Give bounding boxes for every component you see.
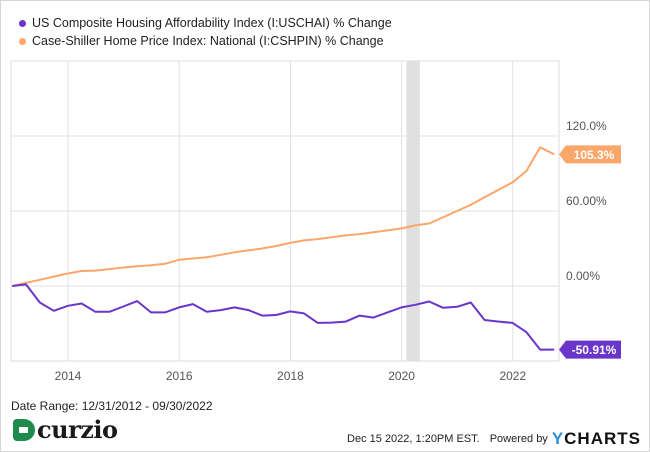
x-tick-label: 2016: [166, 369, 193, 383]
timestamp: Dec 15 2022, 1:20PM EST.: [347, 433, 480, 445]
curzio-logo-icon: [13, 418, 35, 441]
x-tick-label: 2014: [55, 369, 82, 383]
line-chart: 2014 2016 2018 2020 2022 120.0% 60.00% 0.00% 105…: [10, 60, 621, 383]
end-value-tag-0: [559, 340, 621, 359]
end-value-tag-1: [559, 145, 621, 164]
legend-label: Case-Shiller Home Price Index: National …: [32, 34, 384, 48]
legend-item-case-shiller[interactable]: Case-Shiller Home Price Index: National …: [19, 34, 384, 48]
end-value-label-1: 105.3%: [574, 148, 615, 162]
curzio-logo: curzio: [13, 415, 118, 444]
y-tick-label: 0.00%: [566, 269, 600, 283]
date-range: Date Range: 12/31/2012 - 09/30/2022: [11, 399, 213, 413]
x-tick-label: 2022: [499, 369, 526, 383]
x-tick-label: 2020: [388, 369, 415, 383]
y-tick-label: 120.0%: [566, 119, 607, 133]
y-tick-label: 60.00%: [566, 194, 607, 208]
series-line-0: [12, 283, 555, 351]
series-line-1: [11, 146, 555, 287]
powered-by: Powered by: [489, 433, 548, 445]
legend-marker-orange: [19, 37, 26, 45]
end-value-label-0: -50.91%: [572, 343, 617, 357]
curzio-logo-text: curzio: [37, 415, 118, 444]
legend-item-affordability[interactable]: US Composite Housing Affordability Index…: [19, 16, 392, 30]
legend-marker-purple: [19, 19, 26, 27]
legend-label: US Composite Housing Affordability Index…: [32, 16, 392, 30]
footer-right: Dec 15 2022, 1:20PM EST. Powered by YCHA…: [347, 429, 641, 449]
ycharts-logo[interactable]: YCHARTS: [551, 429, 641, 448]
x-tick-label: 2018: [277, 369, 304, 383]
